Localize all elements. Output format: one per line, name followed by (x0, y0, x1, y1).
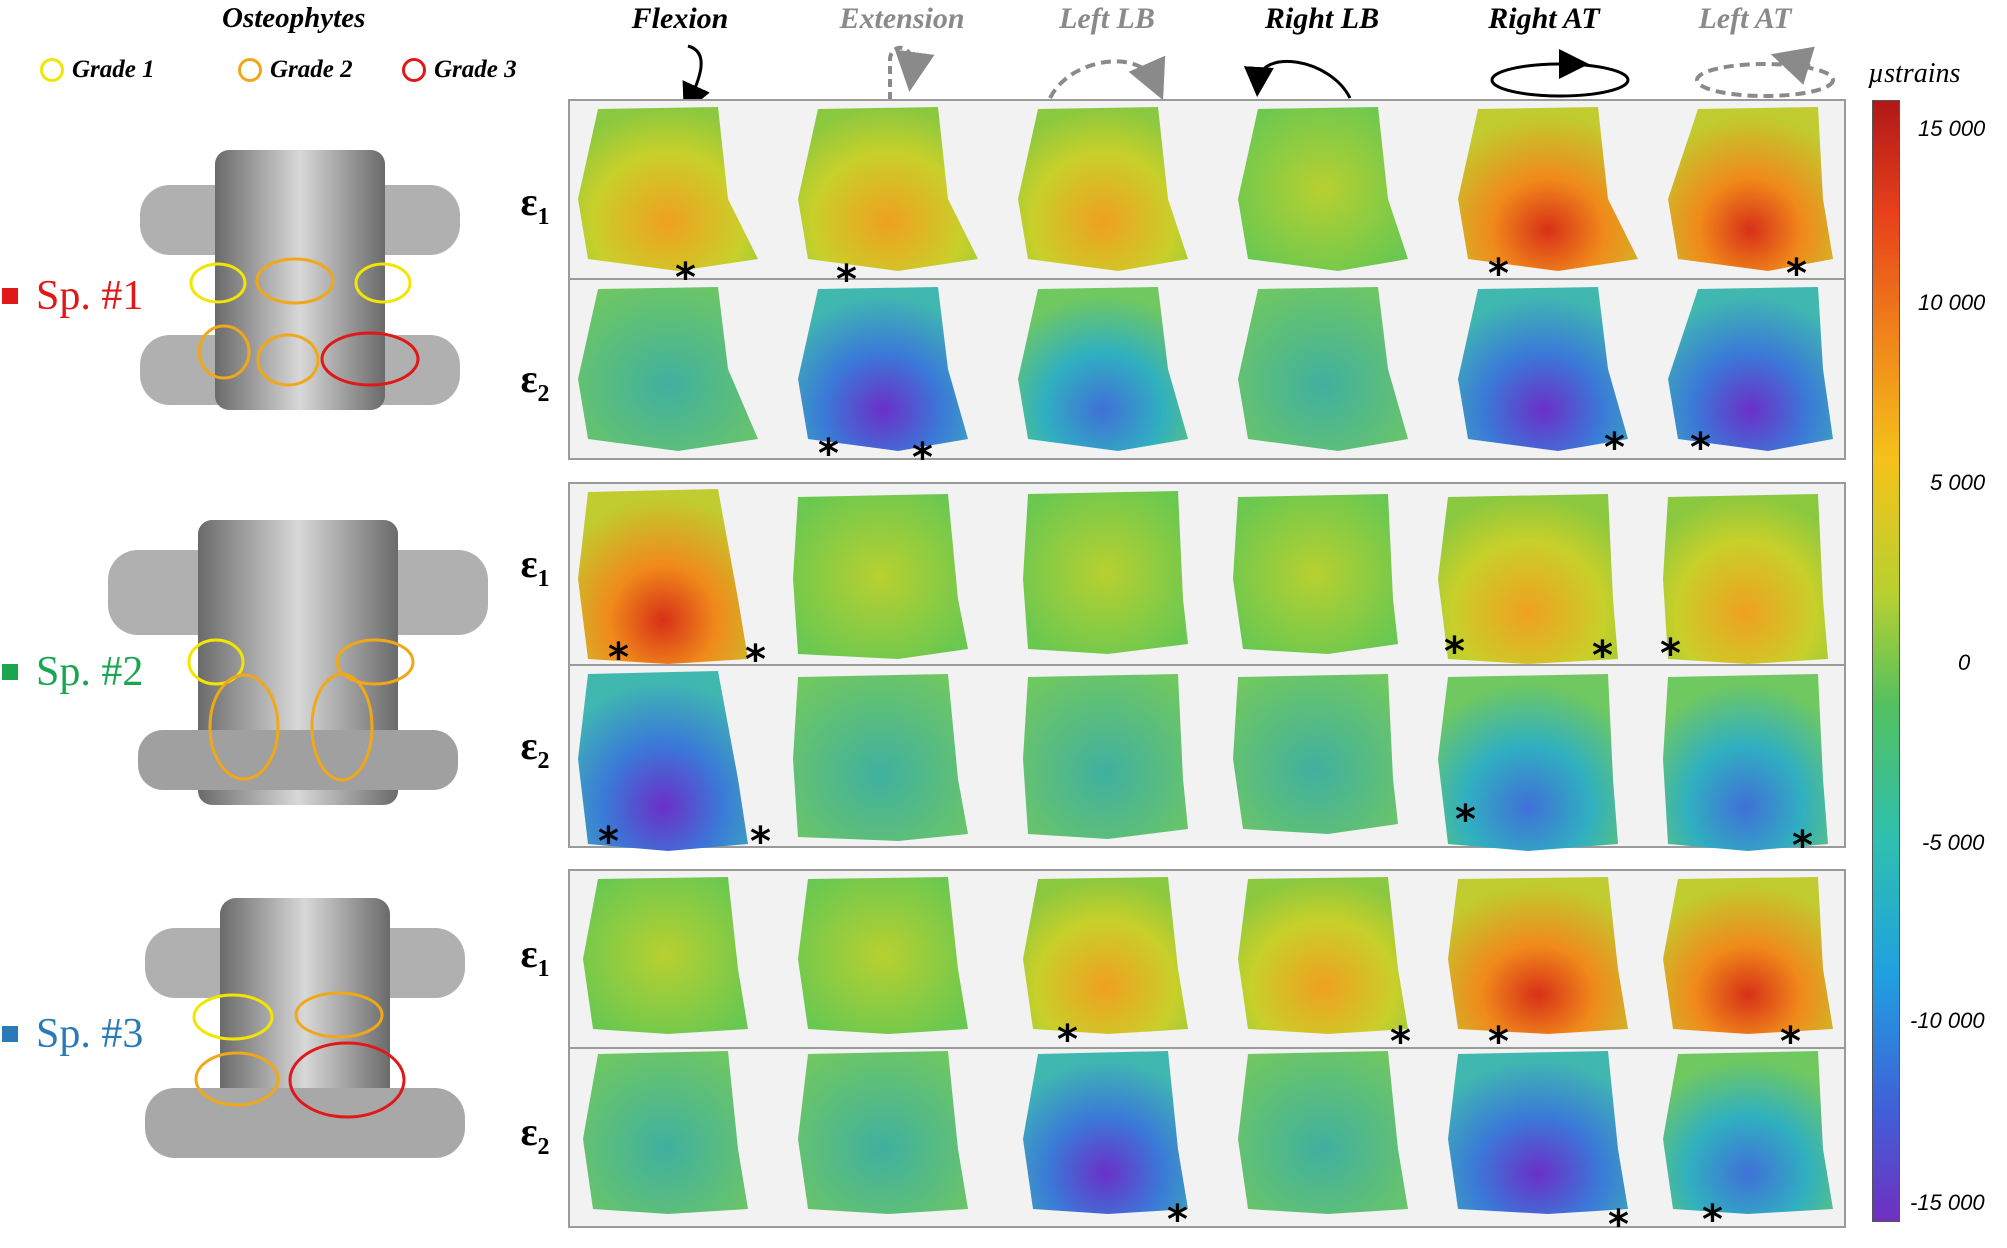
peak-asterisk: * (1488, 1019, 1509, 1065)
grade-1-ring-icon (40, 58, 64, 82)
peak-asterisk: * (1057, 1017, 1078, 1063)
right-at-arrow-icon (1490, 62, 1630, 98)
specimen-1-divider (570, 278, 1844, 280)
peak-asterisk: * (818, 431, 839, 477)
specimen-3-divider (570, 1047, 1844, 1049)
grade-3-ring-icon (402, 58, 426, 82)
specimen-2-vertebra-image (108, 520, 488, 805)
specimen-2-label: Sp. #2 (2, 648, 143, 696)
movement-arrows (682, 44, 1835, 108)
sp1-epsilon-1-label: ε1 (520, 179, 550, 230)
specimen-1-vertebra-image (140, 150, 460, 410)
peak-asterisk: * (1444, 629, 1465, 675)
specimen-2-strain-panel (568, 482, 1846, 848)
peak-asterisk: * (745, 637, 766, 683)
specimen-2-text: Sp. #2 (36, 649, 144, 695)
specimen-1-swatch (2, 288, 18, 304)
legend-grade-1: Grade 1 (40, 56, 155, 84)
peak-asterisk: * (1792, 823, 1813, 869)
colorbar-tick-neg15000: -15 000 (1910, 1190, 1985, 1215)
sp3-epsilon-2-label: ε2 (520, 1109, 550, 1160)
legend-grade-2: Grade 2 (238, 56, 353, 84)
sp3-epsilon-1-label: ε1 (520, 931, 550, 982)
osteophytes-title: Osteophytes (222, 2, 366, 34)
colorbar-tick-0: 0 (1958, 650, 1971, 675)
left-at-arrow-icon (1695, 62, 1835, 98)
specimen-1-strain-panel (568, 99, 1846, 460)
movement-right-lb: Right LB (1264, 2, 1380, 35)
specimen-2-swatch (2, 664, 18, 680)
specimen-3-label: Sp. #3 (2, 1010, 143, 1058)
specimen-1-label: Sp. #1 (2, 272, 143, 320)
colorbar-tick-neg10000: -10 000 (1910, 1008, 1985, 1033)
colorbar-tick-15000: 15 000 (1918, 116, 1986, 141)
peak-asterisk: * (1786, 251, 1807, 297)
peak-asterisk: * (1167, 1197, 1188, 1243)
colorbar-tick-5000: 5 000 (1930, 470, 1986, 495)
specimen-3-text: Sp. #3 (36, 1011, 144, 1057)
peak-asterisk: * (1660, 631, 1681, 677)
specimen-3-strain-panel (568, 869, 1846, 1228)
peak-asterisk: * (912, 435, 933, 481)
movement-left-at: Left AT (1698, 2, 1792, 35)
sp1-epsilon-2-label: ε2 (520, 356, 550, 407)
peak-asterisk: * (608, 635, 629, 681)
specimen-2-divider (570, 664, 1844, 666)
movement-left-lb: Left LB (1059, 2, 1155, 35)
legend-grade-3-label: Grade 3 (434, 56, 517, 83)
colorbar-tick-neg5000: -5 000 (1922, 830, 1985, 855)
legend-grade-2-label: Grade 2 (270, 56, 353, 83)
legend-grade-3: Grade 3 (402, 56, 517, 84)
peak-asterisk: * (1488, 251, 1509, 297)
specimen-3-swatch (2, 1026, 18, 1042)
peak-asterisk: * (1780, 1019, 1801, 1065)
peak-asterisk: * (675, 255, 696, 301)
right-lb-arrow-icon (1243, 59, 1352, 99)
extension-arrow-icon (888, 45, 935, 100)
colorbar-title: µstrains (1868, 58, 1961, 89)
strain-maps (578, 107, 1833, 1214)
peak-asterisk: * (836, 257, 857, 303)
peak-asterisk: * (750, 819, 771, 865)
peak-asterisk: * (1390, 1019, 1411, 1065)
movement-flexion: Flexion (631, 2, 729, 35)
peak-asterisk: * (1702, 1197, 1723, 1243)
legend-grade-1-label: Grade 1 (72, 56, 155, 83)
movement-right-at: Right AT (1488, 2, 1600, 35)
colorbar-tick-10000: 10 000 (1918, 290, 1986, 315)
left-lb-arrow-icon (1048, 55, 1166, 101)
peak-asterisk: * (1690, 425, 1711, 471)
sp2-epsilon-2-label: ε2 (520, 723, 550, 774)
peak-asterisk: * (1592, 633, 1613, 679)
peak-asterisk: * (1455, 797, 1476, 843)
colorbar-gradient (1872, 100, 1900, 1222)
grade-2-ring-icon (238, 58, 262, 82)
peak-asterisk: * (1608, 1202, 1629, 1248)
specimen-1-text: Sp. #1 (36, 273, 144, 319)
peak-asterisk: * (1604, 425, 1625, 471)
sp2-epsilon-1-label: ε1 (520, 541, 550, 592)
movement-extension: Extension (839, 2, 965, 35)
peak-asterisk: * (598, 819, 619, 865)
flexion-arrow-icon (682, 44, 710, 108)
specimen-3-vertebra-image (145, 898, 465, 1158)
